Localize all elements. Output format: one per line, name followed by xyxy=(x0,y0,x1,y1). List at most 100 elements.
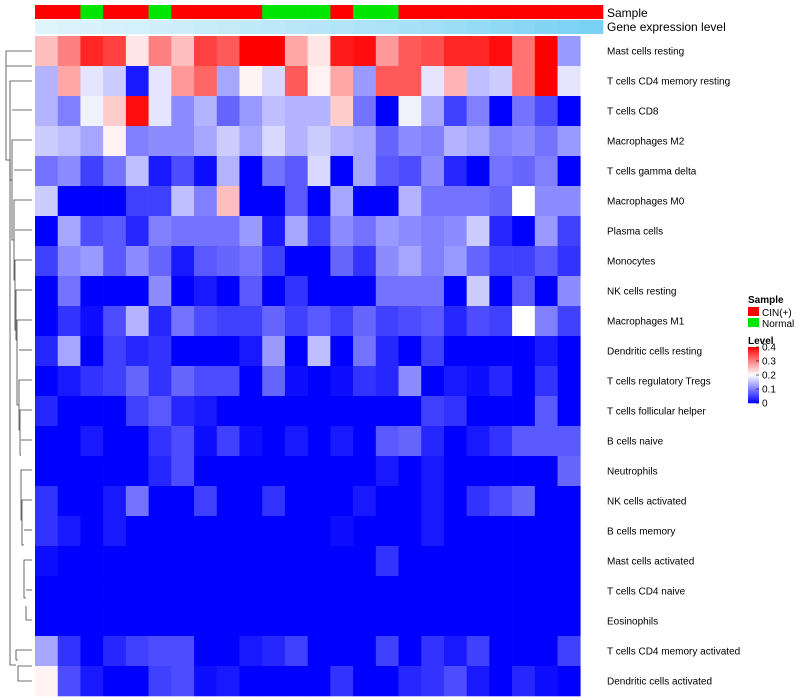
heatmap-cell xyxy=(171,396,195,427)
heatmap-cell xyxy=(421,216,445,247)
heatmap-cell xyxy=(443,156,467,187)
heatmap-cell xyxy=(216,636,240,667)
heatmap-cell xyxy=(375,66,399,97)
row-label: Eosinophils xyxy=(607,617,658,628)
heatmap-cell xyxy=(35,606,59,637)
heatmap-cell xyxy=(443,126,467,157)
heatmap-cell xyxy=(375,636,399,667)
heatmap-cell xyxy=(216,396,240,427)
heatmap-cell xyxy=(57,546,81,577)
heatmap-cell xyxy=(557,426,581,457)
heatmap-cell xyxy=(307,546,331,577)
heatmap-cell xyxy=(307,576,331,607)
heatmap-cell xyxy=(353,606,377,637)
heatmap-cell xyxy=(534,546,558,577)
heatmap-cell xyxy=(239,576,263,607)
heatmap-cell xyxy=(35,486,59,517)
heatmap-cell xyxy=(534,576,558,607)
heatmap-cell xyxy=(194,486,218,517)
heatmap-cell xyxy=(512,426,536,457)
heatmap-cell xyxy=(534,516,558,547)
heatmap-cell xyxy=(489,96,513,127)
heatmap-cell xyxy=(103,636,127,667)
level-tick-label: 0.2 xyxy=(762,371,776,382)
heatmap-cell xyxy=(557,516,581,547)
heatmap-cell xyxy=(125,606,149,637)
row-label: Dendritic cells activated xyxy=(607,677,712,688)
level-gradient-step xyxy=(748,391,759,394)
heatmap-cell xyxy=(489,306,513,337)
heatmap-cell xyxy=(307,36,331,67)
heatmap-cell xyxy=(171,156,195,187)
heatmap-cell xyxy=(148,276,172,307)
sample-annotation-cell xyxy=(580,5,604,19)
heatmap-cell xyxy=(148,96,172,127)
row-label: T cells CD4 memory resting xyxy=(607,77,730,88)
dendrogram-branch xyxy=(15,649,32,661)
heatmap-cell xyxy=(262,156,286,187)
heatmap-cell xyxy=(534,306,558,337)
heatmap-cell xyxy=(80,516,104,547)
level-gradient-step xyxy=(748,348,759,351)
heatmap-cell xyxy=(35,456,59,487)
heatmap-cell xyxy=(194,516,218,547)
heatmap-cell xyxy=(80,576,104,607)
heatmap-cell xyxy=(534,336,558,367)
heatmap-cell xyxy=(103,366,127,397)
heatmap-cell xyxy=(489,456,513,487)
heatmap-cells xyxy=(35,36,581,697)
heatmap-cell xyxy=(330,666,354,697)
heatmap-cell xyxy=(216,606,240,637)
heatmap-cell xyxy=(398,486,422,517)
level-gradient-step xyxy=(748,358,759,360)
heatmap-cell xyxy=(489,426,513,457)
heatmap-cell xyxy=(443,486,467,517)
heatmap-cell xyxy=(466,336,490,367)
row-label: T cells regulatory Tregs xyxy=(607,377,711,388)
heatmap-cell xyxy=(103,246,127,277)
heatmap-cell xyxy=(512,216,536,247)
heatmap-cell xyxy=(194,216,218,247)
heatmap-cell xyxy=(534,666,558,697)
heatmap-cell xyxy=(103,156,127,187)
heatmap-cell xyxy=(125,66,149,97)
heatmap-cell xyxy=(103,36,127,67)
heatmap-cell xyxy=(171,546,195,577)
heatmap-cell xyxy=(57,396,81,427)
heatmap-cell xyxy=(35,216,59,247)
level-gradient-step xyxy=(748,351,759,353)
heatmap-cell xyxy=(80,156,104,187)
level-gradient-step xyxy=(748,355,759,358)
level-gradient-step xyxy=(748,377,759,380)
legend-label-normal: Normal xyxy=(762,319,794,330)
row-label: B cells naive xyxy=(607,437,664,448)
sample-annotation-cell xyxy=(171,5,195,19)
heatmap-cell xyxy=(284,546,308,577)
expression-level-annotation-cell xyxy=(125,20,149,34)
heatmap-cell xyxy=(284,486,308,517)
heatmap-cell xyxy=(353,456,377,487)
heatmap-cell xyxy=(216,66,240,97)
expression-level-annotation-cell xyxy=(512,20,536,34)
heatmap-cell xyxy=(239,456,263,487)
heatmap-cell xyxy=(534,36,558,67)
heatmap-cell xyxy=(398,306,422,337)
heatmap-cell xyxy=(284,666,308,697)
heatmap-cell xyxy=(466,546,490,577)
expression-level-annotation-cell xyxy=(398,20,422,34)
expression-level-annotation-cell xyxy=(353,20,377,34)
heatmap-cell xyxy=(35,666,59,697)
heatmap-cell xyxy=(330,96,354,127)
heatmap-cell xyxy=(194,126,218,157)
heatmap-cell xyxy=(148,606,172,637)
heatmap-cell xyxy=(557,306,581,337)
heatmap-cell xyxy=(375,396,399,427)
heatmap-cell xyxy=(421,306,445,337)
heatmap-cell xyxy=(398,216,422,247)
heatmap-cell xyxy=(125,426,149,457)
heatmap-cell xyxy=(353,66,377,97)
heatmap-cell xyxy=(262,396,286,427)
expression-level-annotation-cell xyxy=(421,20,445,34)
heatmap-cell xyxy=(35,426,59,457)
heatmap-cell xyxy=(57,156,81,187)
